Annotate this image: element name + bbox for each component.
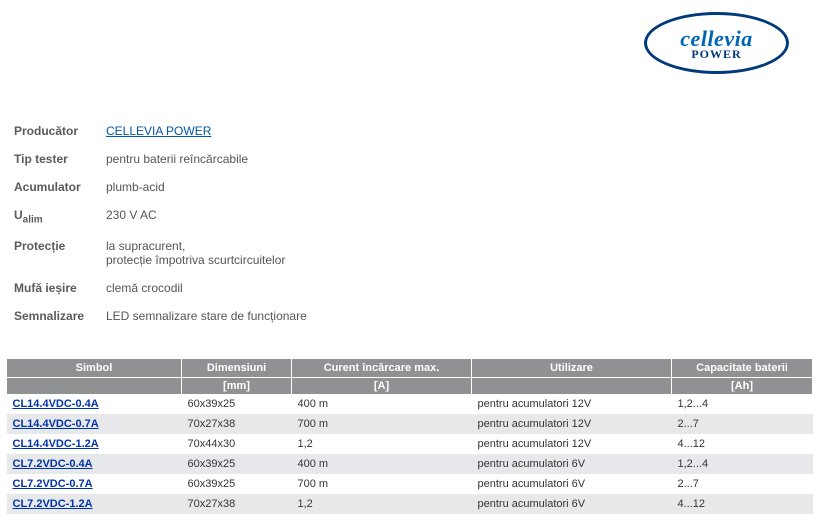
cell-current: 400 m	[292, 394, 472, 414]
spec-label: Producător	[14, 124, 106, 138]
cell-usage: pentru acumulatori 12V	[472, 394, 672, 414]
cell-dimensions: 70x27x38	[182, 414, 292, 434]
logo-area: cellevia POWER	[0, 0, 819, 77]
product-link[interactable]: CL7.2VDC-0.7A	[13, 478, 93, 490]
product-link[interactable]: CL14.4VDC-0.7A	[13, 418, 99, 430]
table-header: SimbolDimensiuniCurent încărcare max.Uti…	[7, 359, 813, 395]
cell-current: 1,2	[292, 434, 472, 454]
table-row: CL7.2VDC-0.7A 60x39x25700 mpentru acumula…	[7, 474, 813, 494]
column-unit	[472, 378, 672, 395]
spec-value: 230 V AC	[106, 208, 157, 225]
cell-capacity: 2...7	[672, 414, 813, 434]
cell-capacity: 1,2...4	[672, 454, 813, 474]
products-table-wrap: SimbolDimensiuniCurent încărcare max.Uti…	[6, 358, 813, 514]
spec-label: Ualim	[14, 208, 106, 225]
table-row: CL14.4VDC-0.7A 70x27x38700 mpentru acumul…	[7, 414, 813, 434]
column-header: Utilizare	[472, 359, 672, 378]
spec-row: Acumulatorplumb-acid	[14, 173, 819, 201]
spec-label: Mufă ieșire	[14, 281, 106, 295]
column-header: Capacitate baterii	[672, 359, 813, 378]
table-body: CL14.4VDC-0.4A60x39x25400 mpentru acumul…	[7, 394, 813, 514]
spec-value: LED semnalizare stare de funcționare	[106, 309, 307, 323]
cell-dimensions: 60x39x25	[182, 474, 292, 494]
column-unit: [mm]	[182, 378, 292, 395]
cell-usage: pentru acumulatori 6V	[472, 474, 672, 494]
spec-row: Mufă ieșireclemă crocodil	[14, 274, 819, 302]
brand-logo: cellevia POWER	[644, 12, 789, 74]
cell-current: 700 m	[292, 414, 472, 434]
cell-symbol: CL14.4VDC-0.7A	[7, 414, 182, 434]
cell-usage: pentru acumulatori 12V	[472, 434, 672, 454]
spec-list: ProducătorCELLEVIA POWERTip testerpentru…	[14, 117, 819, 330]
cell-dimensions: 60x39x25	[182, 394, 292, 414]
spec-value: la supracurent,protecție împotriva scurt…	[106, 239, 285, 267]
cell-dimensions: 70x44x30	[182, 434, 292, 454]
cell-symbol: CL14.4VDC-0.4A	[7, 394, 182, 414]
table-row: CL14.4VDC-0.4A 60x39x25400 mpentru acumul…	[7, 394, 813, 414]
column-unit: [Ah]	[672, 378, 813, 395]
table-row: CL14.4VDC-1.2A 70x44x301,2pentru acumulat…	[7, 434, 813, 454]
cell-capacity: 4...12	[672, 494, 813, 514]
logo-sub: POWER	[647, 47, 786, 62]
spec-value: CELLEVIA POWER	[106, 124, 211, 138]
spec-value: clemă crocodil	[106, 281, 183, 295]
product-link[interactable]: CL14.4VDC-1.2A	[13, 438, 99, 450]
cell-dimensions: 70x27x38	[182, 494, 292, 514]
products-table: SimbolDimensiuniCurent încărcare max.Uti…	[6, 358, 813, 514]
producer-link[interactable]: CELLEVIA POWER	[106, 124, 211, 138]
product-link[interactable]: CL14.4VDC-0.4A	[13, 398, 99, 410]
cell-capacity: 2...7	[672, 474, 813, 494]
cell-symbol: CL7.2VDC-0.4A	[7, 454, 182, 474]
spec-row: SemnalizareLED semnalizare stare de func…	[14, 302, 819, 330]
column-header: Curent încărcare max.	[292, 359, 472, 378]
column-unit	[7, 378, 182, 395]
cell-current: 700 m	[292, 474, 472, 494]
table-row: CL7.2VDC-1.2A 70x27x381,2pentru acumulato…	[7, 494, 813, 514]
spec-value: plumb-acid	[106, 180, 165, 194]
cell-symbol: CL7.2VDC-1.2A	[7, 494, 182, 514]
spec-row: ProducătorCELLEVIA POWER	[14, 117, 819, 145]
cell-capacity: 4...12	[672, 434, 813, 454]
spec-row: Tip testerpentru baterii reîncărcabile	[14, 145, 819, 173]
cell-usage: pentru acumulatori 6V	[472, 454, 672, 474]
product-link[interactable]: CL7.2VDC-0.4A	[13, 458, 93, 470]
cell-current: 400 m	[292, 454, 472, 474]
spec-label: Acumulator	[14, 180, 106, 194]
column-unit: [A]	[292, 378, 472, 395]
cell-usage: pentru acumulatori 6V	[472, 494, 672, 514]
spec-value: pentru baterii reîncărcabile	[106, 152, 248, 166]
spec-row: Ualim230 V AC	[14, 201, 819, 232]
spec-row: Protecțiela supracurent,protecție împotr…	[14, 232, 819, 274]
cell-dimensions: 60x39x25	[182, 454, 292, 474]
cell-usage: pentru acumulatori 12V	[472, 414, 672, 434]
spec-label: Semnalizare	[14, 309, 106, 323]
cell-current: 1,2	[292, 494, 472, 514]
spec-label: Tip tester	[14, 152, 106, 166]
column-header: Simbol	[7, 359, 182, 378]
table-row: CL7.2VDC-0.4A 60x39x25400 mpentru acumula…	[7, 454, 813, 474]
cell-capacity: 1,2...4	[672, 394, 813, 414]
spec-label: Protecție	[14, 239, 106, 267]
cell-symbol: CL14.4VDC-1.2A	[7, 434, 182, 454]
cell-symbol: CL7.2VDC-0.7A	[7, 474, 182, 494]
column-header: Dimensiuni	[182, 359, 292, 378]
product-link[interactable]: CL7.2VDC-1.2A	[13, 498, 93, 510]
